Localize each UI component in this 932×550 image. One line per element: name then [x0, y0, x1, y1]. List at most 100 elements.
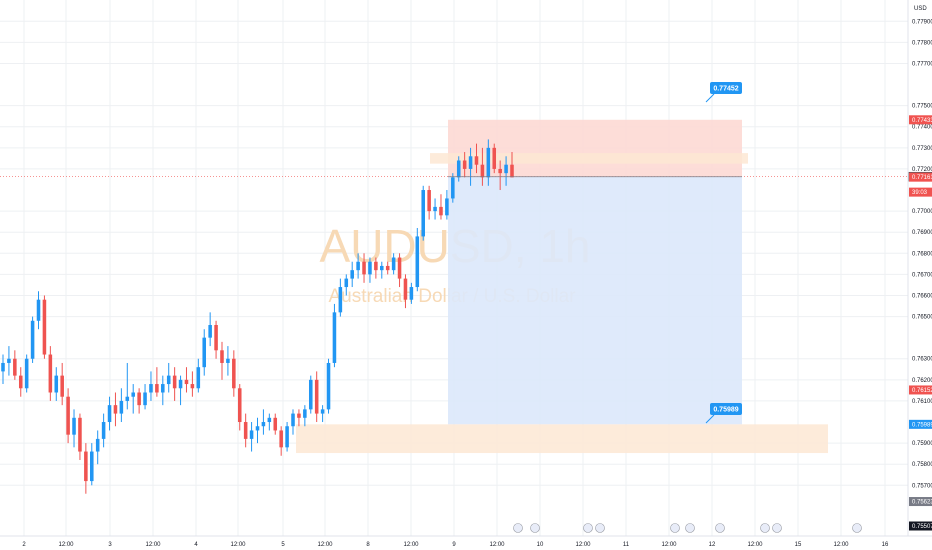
candle-body — [54, 375, 59, 393]
price-tick-label: 0.76700 — [912, 272, 932, 278]
price-tick-label: 0.77800 — [912, 40, 932, 46]
candle-body — [232, 358, 236, 389]
target-callout-pointer — [705, 93, 715, 103]
candle-body — [451, 177, 455, 199]
time-tick-label: 12:00 — [575, 542, 591, 548]
candle-body — [172, 375, 177, 389]
candle-body — [273, 417, 278, 431]
price-tag-label: 0.75623 — [912, 500, 932, 506]
candle-body — [30, 320, 35, 359]
candle-body — [208, 325, 212, 338]
price-tick-label: 0.77400 — [912, 125, 932, 131]
overlays: 0.77452 0.75989 — [0, 82, 908, 424]
candle-body — [184, 379, 189, 385]
price-tag: 0.75623 — [909, 497, 932, 507]
candle-body — [18, 375, 23, 389]
price-tag-bg — [909, 497, 932, 507]
candle-body — [320, 409, 325, 414]
time-tick-label: 12:00 — [230, 542, 246, 548]
price-tag-bg — [909, 521, 932, 531]
price-tag-label: 0.77433 — [912, 118, 932, 124]
candle-body — [415, 236, 420, 288]
candle-body — [474, 156, 479, 165]
candle-body — [427, 190, 431, 212]
price-tick-label: 0.76500 — [912, 315, 932, 321]
price-tag-bg — [909, 115, 932, 125]
candle-body — [433, 206, 437, 212]
candle-body — [196, 367, 201, 389]
flag-icon — [715, 523, 725, 533]
candle-body — [279, 430, 283, 448]
candle-body — [480, 164, 485, 178]
price-tick-label: 0.76800 — [912, 251, 932, 257]
candle-body — [161, 384, 165, 393]
candle-body — [190, 384, 195, 389]
time-tick-label: 12:00 — [833, 542, 849, 548]
time-tick-label: 12:00 — [403, 542, 419, 548]
stop-callout[interactable]: 0.75989 — [705, 403, 742, 424]
long-position-zone — [448, 176, 742, 425]
candle-body — [397, 257, 402, 279]
candle-body — [149, 384, 153, 393]
drawing-zones[interactable] — [296, 119, 828, 454]
candle-body — [308, 379, 313, 410]
candle-body — [255, 426, 260, 431]
price-tick-label: 0.77500 — [912, 104, 932, 110]
flag-icon — [530, 523, 540, 533]
target-callout-box — [710, 82, 742, 94]
time-tick-label: 5 — [281, 542, 285, 548]
candle-body — [409, 287, 414, 300]
time-tick-label: 12:00 — [317, 542, 333, 548]
price-tick-label: 0.76600 — [912, 293, 932, 299]
target-callout[interactable]: 0.77452 — [705, 82, 742, 103]
candle-body — [492, 147, 497, 169]
price-tick-label: 0.76100 — [912, 399, 932, 405]
flag-icon — [583, 523, 593, 533]
flag-icon — [595, 523, 605, 533]
price-tick-label: 0.76300 — [912, 357, 932, 363]
candle-body — [362, 261, 366, 275]
price-tag-bg — [909, 172, 932, 182]
candle-body — [510, 164, 514, 178]
candle-body — [261, 422, 266, 427]
price-tag-bg — [909, 385, 932, 395]
candle-body — [202, 337, 207, 368]
candle-body — [107, 405, 112, 423]
price-tick-label: 0.75900 — [912, 441, 932, 447]
candle-body — [486, 147, 491, 178]
price-tag: 0.75507 — [909, 521, 932, 531]
price-tick-label: 0.77300 — [912, 146, 932, 152]
candle-body — [155, 384, 159, 393]
candle-body — [326, 362, 331, 410]
candle-body — [119, 400, 124, 414]
flag-icon — [670, 523, 680, 533]
candle-body — [243, 422, 248, 439]
price-axis[interactable]: 0.77900 0.77800 0.77700 0.77500 0.77400 0.773… — [908, 19, 932, 531]
time-tick-label: 12:00 — [661, 542, 677, 548]
candle-body — [7, 358, 11, 363]
candle-body — [13, 358, 17, 376]
candle-body — [291, 413, 295, 427]
candle-body — [36, 299, 41, 321]
candle-body — [421, 190, 425, 237]
candle-body — [237, 388, 242, 423]
candle-body — [48, 354, 53, 393]
price-tag-label: 0.75507 — [912, 524, 932, 530]
candle-body — [95, 438, 100, 452]
candle-body — [214, 325, 218, 351]
candle-body — [314, 379, 319, 414]
candle-body — [84, 451, 88, 482]
candle-body — [143, 392, 147, 406]
flag-icon — [760, 523, 770, 533]
price-tag: 39:03 — [909, 187, 932, 197]
time-axis[interactable]: 2 12:00 3 12:00 4 12:00 5 12:00 8 12:00 9 12:00 10 12… — [22, 542, 889, 548]
candle-body — [385, 265, 390, 271]
time-tick-label: 16 — [882, 542, 889, 548]
candle-body — [368, 261, 372, 275]
time-tick-label: 12:00 — [489, 542, 505, 548]
candle-body — [403, 278, 408, 300]
price-tick-label: 0.77200 — [912, 167, 932, 173]
candle-body — [42, 299, 47, 355]
time-tick-label: 10 — [537, 542, 544, 548]
